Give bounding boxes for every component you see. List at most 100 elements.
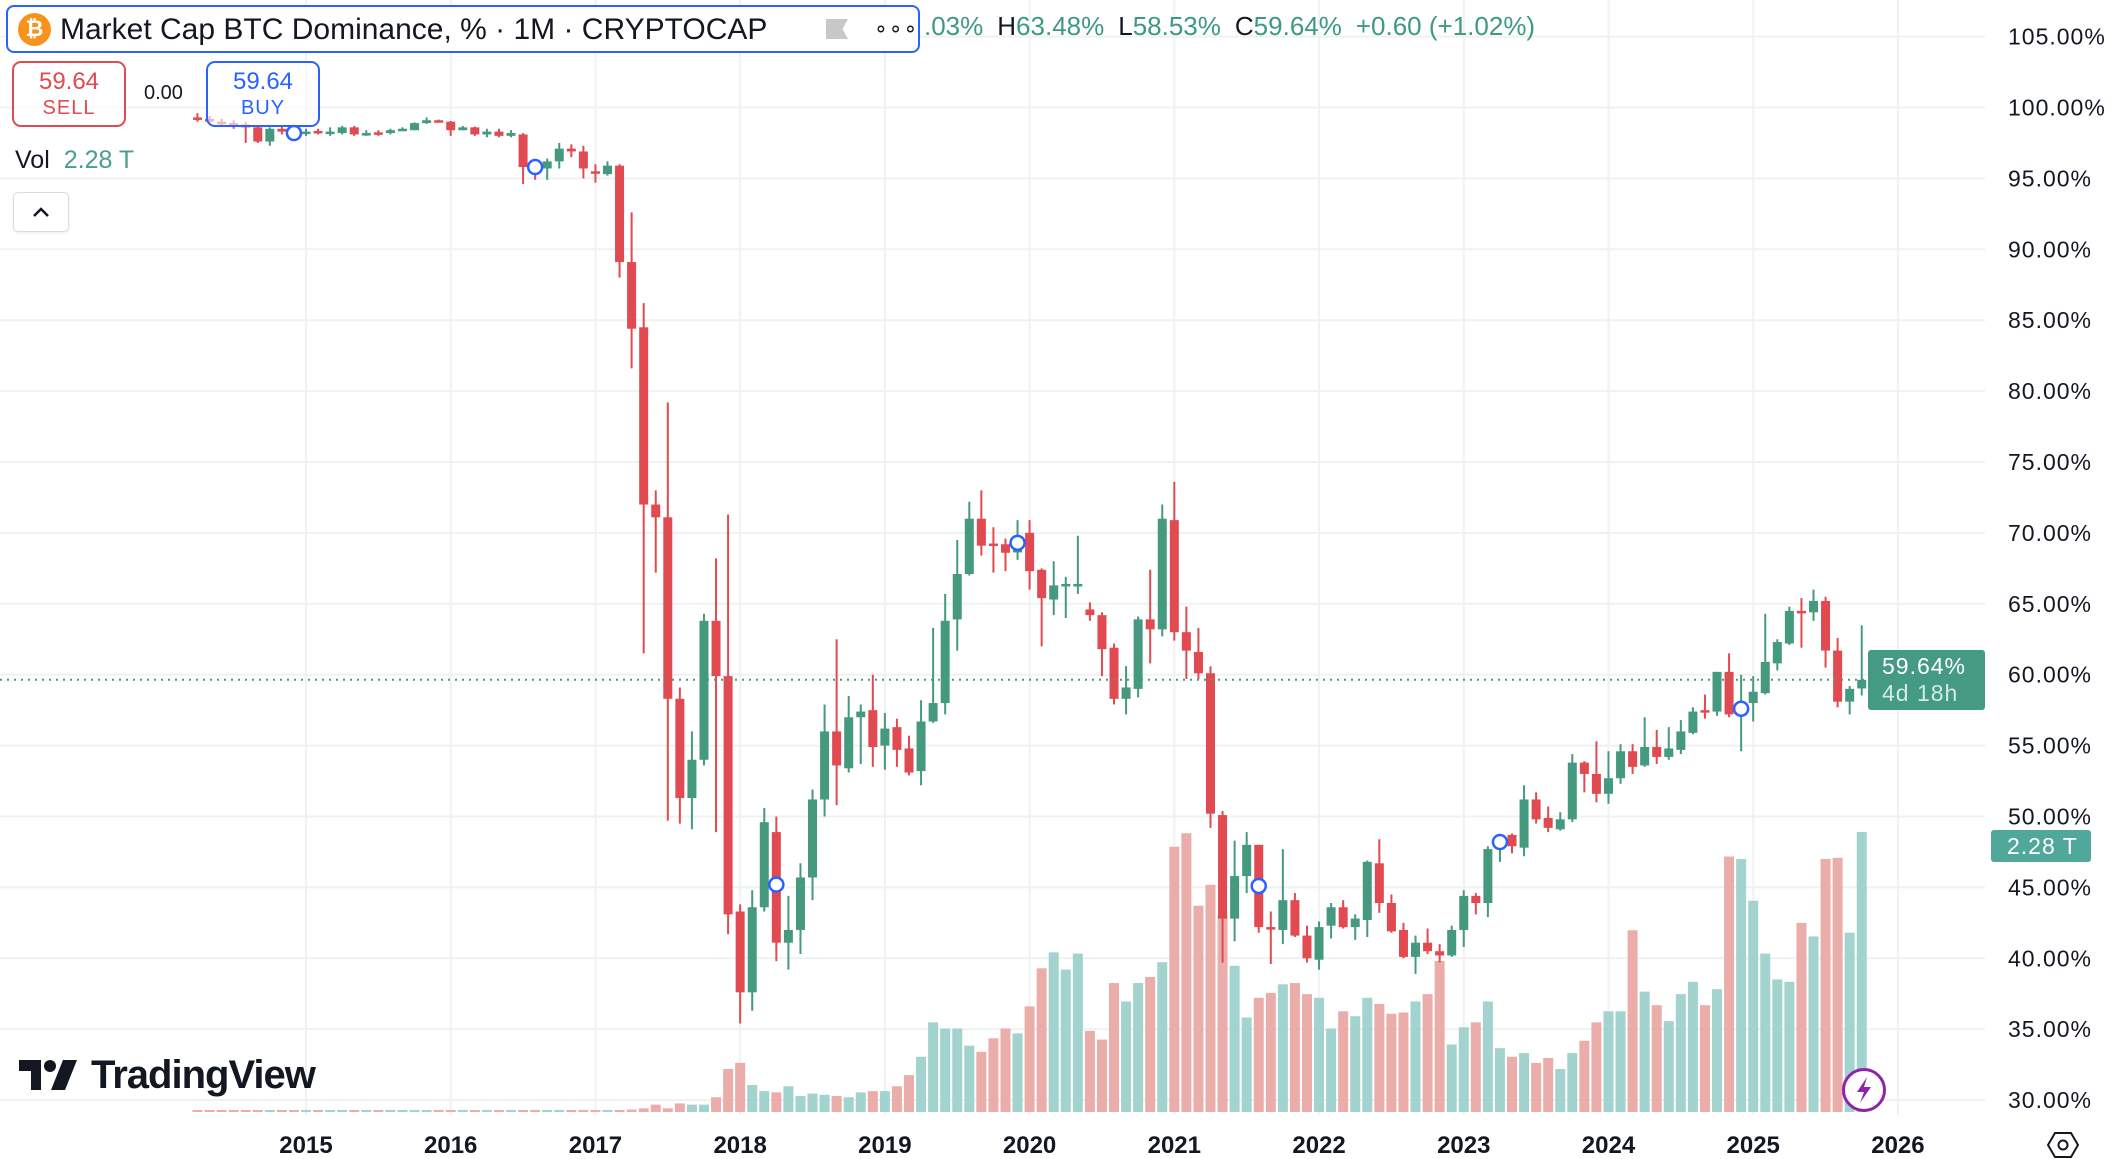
candle[interactable] bbox=[687, 731, 697, 830]
candle[interactable] bbox=[964, 501, 974, 576]
candle[interactable] bbox=[1374, 839, 1384, 913]
candle[interactable] bbox=[699, 613, 709, 766]
candle[interactable] bbox=[518, 133, 528, 185]
candle[interactable] bbox=[1471, 893, 1481, 915]
time-axis[interactable]: 2015 2016 2017 2018 2019 2020 2021 2022 2023 2024… bbox=[279, 1132, 1924, 1158]
candle[interactable] bbox=[1326, 902, 1336, 939]
candle[interactable] bbox=[1085, 602, 1095, 621]
candle[interactable] bbox=[675, 687, 685, 824]
flag-icon[interactable] bbox=[826, 19, 848, 39]
candle[interactable] bbox=[1459, 890, 1469, 947]
candle[interactable] bbox=[422, 117, 432, 124]
candle[interactable] bbox=[1628, 744, 1638, 774]
candle[interactable] bbox=[711, 558, 721, 833]
candle[interactable] bbox=[1507, 833, 1517, 854]
event-marker[interactable] bbox=[1491, 833, 1509, 851]
candle[interactable] bbox=[1073, 535, 1083, 594]
candle[interactable] bbox=[1435, 944, 1445, 963]
candle[interactable] bbox=[832, 639, 842, 806]
candle[interactable] bbox=[904, 735, 914, 776]
candle[interactable] bbox=[1049, 561, 1059, 616]
candle[interactable] bbox=[410, 122, 420, 131]
symbol-title[interactable]: Market Cap BTC Dominance, % · 1M · CRYPT… bbox=[60, 13, 768, 46]
candle[interactable] bbox=[892, 718, 902, 767]
candle[interactable] bbox=[337, 125, 347, 135]
candle[interactable] bbox=[313, 128, 323, 135]
candle[interactable] bbox=[928, 627, 938, 723]
event-marker[interactable] bbox=[1250, 877, 1267, 895]
candle[interactable] bbox=[1411, 935, 1421, 974]
candle[interactable] bbox=[1000, 538, 1010, 572]
candle[interactable] bbox=[554, 142, 564, 169]
more-dots-icon[interactable]: ∘∘∘ bbox=[874, 16, 919, 41]
candle[interactable] bbox=[627, 212, 637, 369]
candle[interactable] bbox=[1266, 911, 1276, 964]
candle[interactable] bbox=[566, 144, 576, 158]
buy-button[interactable]: 59.64 BUY bbox=[206, 61, 320, 127]
candle[interactable] bbox=[1109, 643, 1119, 705]
candle[interactable] bbox=[458, 125, 468, 131]
candle[interactable] bbox=[759, 807, 769, 912]
candle[interactable] bbox=[1809, 589, 1818, 621]
candle[interactable] bbox=[1362, 860, 1372, 938]
candle[interactable] bbox=[494, 128, 504, 138]
event-marker[interactable] bbox=[1732, 700, 1750, 717]
candle[interactable] bbox=[1760, 613, 1770, 695]
candle[interactable] bbox=[795, 863, 805, 955]
candle[interactable] bbox=[482, 128, 492, 138]
candle[interactable] bbox=[1193, 627, 1203, 679]
candle[interactable] bbox=[1676, 720, 1686, 755]
candle[interactable] bbox=[603, 161, 612, 176]
candle[interactable] bbox=[1784, 606, 1794, 645]
candle[interactable] bbox=[988, 527, 998, 573]
candle[interactable] bbox=[1519, 785, 1529, 857]
candle[interactable] bbox=[349, 125, 359, 136]
candle[interactable] bbox=[1700, 694, 1710, 719]
candle[interactable] bbox=[361, 130, 371, 136]
event-marker[interactable] bbox=[285, 124, 303, 142]
candle[interactable] bbox=[373, 130, 383, 136]
volume-legend[interactable]: Vol 2.28 T bbox=[15, 146, 134, 175]
candle[interactable] bbox=[639, 303, 649, 654]
candle[interactable] bbox=[747, 890, 757, 1011]
candle[interactable] bbox=[1386, 894, 1396, 933]
event-marker[interactable] bbox=[1009, 534, 1026, 552]
candle[interactable] bbox=[651, 490, 661, 573]
candle[interactable] bbox=[446, 120, 456, 136]
candle[interactable] bbox=[1555, 812, 1565, 831]
candle[interactable] bbox=[1712, 671, 1722, 716]
candle[interactable] bbox=[506, 130, 516, 138]
candle[interactable] bbox=[1145, 569, 1155, 664]
candle[interactable] bbox=[1037, 568, 1047, 647]
candle[interactable] bbox=[916, 700, 926, 786]
candle[interactable] bbox=[325, 127, 335, 136]
price-axis[interactable]: 105.00% 100.00% 95.00% 90.00% 85.00% 80.00% 75… bbox=[2008, 24, 2106, 1114]
candle[interactable] bbox=[1447, 925, 1457, 957]
candle[interactable] bbox=[1278, 849, 1288, 945]
candle[interactable] bbox=[1338, 900, 1348, 929]
candle[interactable] bbox=[976, 490, 986, 556]
candle[interactable] bbox=[301, 128, 311, 136]
candle[interactable] bbox=[735, 904, 745, 1024]
candle[interactable] bbox=[1591, 741, 1601, 803]
candle[interactable] bbox=[820, 704, 830, 817]
candle[interactable] bbox=[1483, 846, 1493, 918]
candle[interactable] bbox=[1821, 596, 1831, 668]
candle[interactable] bbox=[1664, 727, 1674, 760]
candle[interactable] bbox=[1133, 616, 1143, 698]
candle[interactable] bbox=[1097, 612, 1107, 677]
candle[interactable] bbox=[1181, 606, 1191, 679]
candle[interactable] bbox=[1121, 666, 1131, 715]
collapse-legend-button[interactable] bbox=[13, 192, 69, 232]
candle[interactable] bbox=[1772, 639, 1782, 671]
candle[interactable] bbox=[1169, 481, 1179, 641]
candle[interactable] bbox=[1206, 666, 1215, 828]
candle[interactable] bbox=[1025, 520, 1035, 590]
candle[interactable] bbox=[1616, 744, 1626, 784]
candle[interactable] bbox=[385, 128, 395, 135]
candle[interactable] bbox=[1688, 707, 1698, 735]
candle[interactable] bbox=[192, 113, 202, 122]
candle[interactable] bbox=[1543, 806, 1553, 833]
candle[interactable] bbox=[663, 402, 673, 821]
